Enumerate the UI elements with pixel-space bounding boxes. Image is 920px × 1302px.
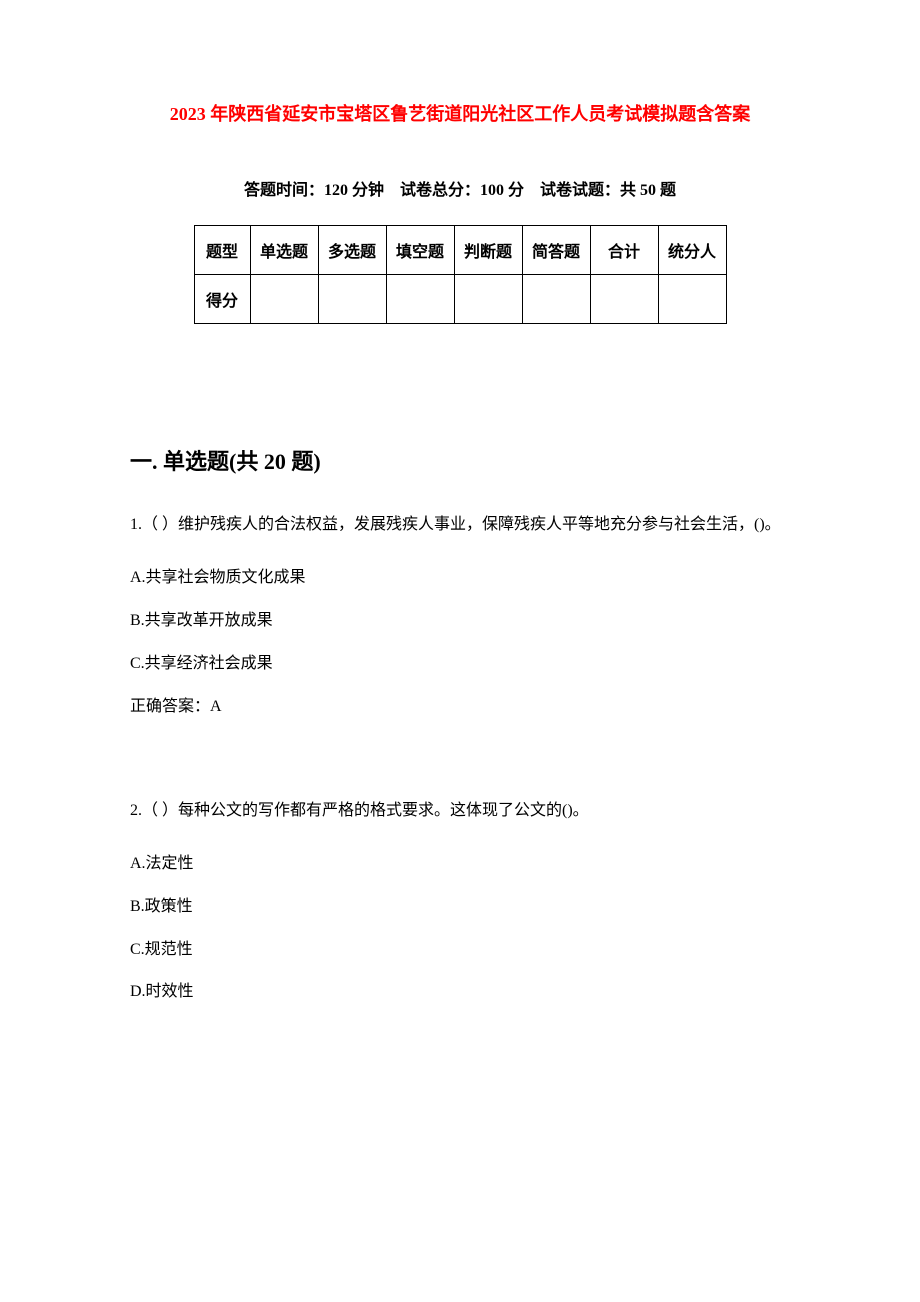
- table-header-cell: 单选题: [250, 226, 318, 275]
- table-header-cell: 多选题: [318, 226, 386, 275]
- option: C.共享经济社会成果: [130, 650, 790, 679]
- question-body: （ ）每种公文的写作都有严格的格式要求。这体现了公文的()。: [142, 802, 589, 819]
- table-header-cell: 简答题: [522, 226, 590, 275]
- table-cell-empty: [454, 275, 522, 324]
- question-block: 1.（ ）维护残疾人的合法权益，发展残疾人事业，保障残疾人平等地充分参与社会生活…: [130, 506, 790, 722]
- table-header-cell: 判断题: [454, 226, 522, 275]
- question-block: 2.（ ）每种公文的写作都有严格的格式要求。这体现了公文的()。 A.法定性 B…: [130, 792, 790, 1008]
- question-body: （ ）维护残疾人的合法权益，发展残疾人事业，保障残疾人平等地充分参与社会生活，(…: [142, 516, 781, 533]
- table-cell-empty: [386, 275, 454, 324]
- table-cell-empty: [590, 275, 658, 324]
- question-text: 2.（ ）每种公文的写作都有严格的格式要求。这体现了公文的()。: [130, 792, 790, 830]
- count-label: 试卷试题：: [540, 182, 620, 199]
- score-table: 题型 单选题 多选题 填空题 判断题 简答题 合计 统分人 得分: [194, 225, 727, 324]
- option: A.共享社会物质文化成果: [130, 564, 790, 593]
- question-number: 1.: [130, 516, 142, 533]
- option: A.法定性: [130, 850, 790, 879]
- table-cell-empty: [658, 275, 726, 324]
- table-cell: 得分: [194, 275, 250, 324]
- option: D.时效性: [130, 978, 790, 1007]
- total-value: 100 分: [480, 182, 524, 199]
- table-header-cell: 统分人: [658, 226, 726, 275]
- question-number: 2.: [130, 802, 142, 819]
- table-header-cell: 合计: [590, 226, 658, 275]
- table-cell-empty: [522, 275, 590, 324]
- document-title: 2023 年陕西省延安市宝塔区鲁艺街道阳光社区工作人员考试模拟题含答案: [130, 100, 790, 126]
- option: C.规范性: [130, 936, 790, 965]
- exam-info: 答题时间：120 分钟 试卷总分：100 分 试卷试题：共 50 题: [130, 176, 790, 200]
- table-row: 题型 单选题 多选题 填空题 判断题 简答题 合计 统分人: [194, 226, 726, 275]
- answer: 正确答案：A: [130, 693, 790, 722]
- total-label: 试卷总分：: [400, 182, 480, 199]
- table-cell-empty: [318, 275, 386, 324]
- answer-value: A: [210, 698, 222, 715]
- answer-label: 正确答案：: [130, 698, 210, 715]
- section-heading: 一. 单选题(共 20 题): [130, 444, 790, 476]
- time-label: 答题时间：: [244, 182, 324, 199]
- table-header-cell: 填空题: [386, 226, 454, 275]
- option: B.政策性: [130, 893, 790, 922]
- count-value: 共 50 题: [620, 182, 676, 199]
- table-cell-empty: [250, 275, 318, 324]
- option: B.共享改革开放成果: [130, 607, 790, 636]
- time-value: 120 分钟: [324, 182, 384, 199]
- table-row: 得分: [194, 275, 726, 324]
- table-header-cell: 题型: [194, 226, 250, 275]
- question-text: 1.（ ）维护残疾人的合法权益，发展残疾人事业，保障残疾人平等地充分参与社会生活…: [130, 506, 790, 544]
